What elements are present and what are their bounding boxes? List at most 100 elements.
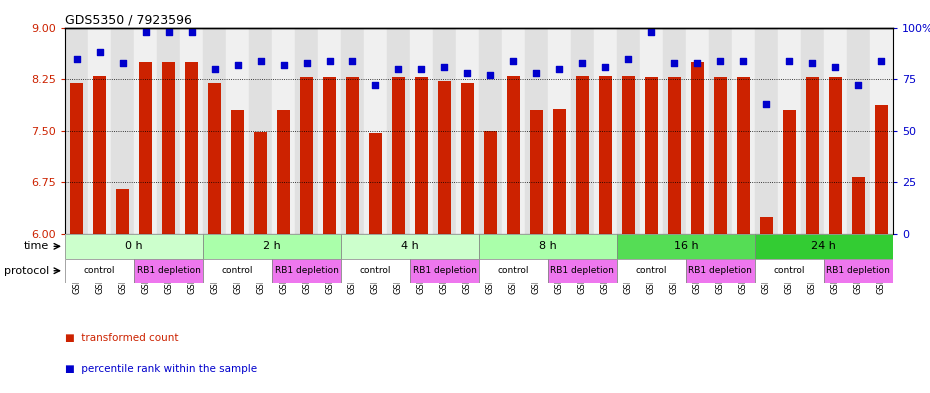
Bar (479, 28, 502, 234)
Point (437, 64, 452, 70)
Bar (300, 77, 312, 234)
Text: RB1 depletion: RB1 depletion (274, 266, 339, 275)
Bar (203, 28, 226, 234)
Bar (369, 133, 382, 234)
Bar (341, 259, 410, 283)
Point (621, 55, 636, 62)
Bar (507, 76, 520, 234)
Bar (71, 83, 83, 234)
Bar (295, 28, 318, 234)
Text: 2 h: 2 h (263, 241, 281, 252)
Bar (870, 28, 893, 234)
Bar (617, 234, 755, 259)
Bar (685, 259, 755, 283)
Point (253, 57, 268, 64)
Bar (272, 259, 341, 283)
Text: RB1 depletion: RB1 depletion (413, 266, 476, 275)
Bar (111, 28, 134, 234)
Point (92, 49, 107, 55)
Bar (732, 28, 755, 234)
Bar (203, 259, 272, 283)
Point (851, 82, 866, 88)
Bar (617, 259, 685, 283)
Bar (691, 62, 704, 234)
Bar (829, 77, 842, 234)
Text: 4 h: 4 h (401, 241, 418, 252)
Text: protocol: protocol (4, 266, 49, 276)
Bar (203, 234, 341, 259)
Bar (576, 76, 589, 234)
Point (874, 57, 889, 64)
Bar (318, 28, 341, 234)
Point (184, 29, 199, 35)
Bar (548, 28, 571, 234)
Text: RB1 depletion: RB1 depletion (827, 266, 890, 275)
Point (299, 59, 314, 66)
Text: RB1 depletion: RB1 depletion (688, 266, 752, 275)
Text: control: control (221, 266, 253, 275)
Bar (162, 62, 175, 234)
Bar (760, 217, 773, 234)
Text: ■  percentile rank within the sample: ■ percentile rank within the sample (65, 364, 258, 375)
Bar (806, 77, 818, 234)
Point (690, 59, 705, 66)
Bar (824, 28, 847, 234)
Bar (272, 28, 295, 234)
Bar (599, 76, 612, 234)
Point (575, 59, 590, 66)
Bar (737, 77, 750, 234)
Bar (783, 110, 796, 234)
Text: 8 h: 8 h (539, 241, 557, 252)
Bar (824, 259, 893, 283)
Bar (392, 77, 405, 234)
Point (598, 64, 613, 70)
Text: control: control (84, 266, 115, 275)
Point (276, 62, 291, 68)
Point (230, 62, 245, 68)
Bar (226, 28, 249, 234)
Bar (364, 28, 387, 234)
Point (207, 66, 222, 72)
Bar (479, 259, 548, 283)
Bar (594, 28, 617, 234)
Point (529, 70, 544, 76)
Text: GDS5350 / 7923596: GDS5350 / 7923596 (65, 13, 192, 26)
Bar (847, 28, 870, 234)
Text: RB1 depletion: RB1 depletion (551, 266, 615, 275)
Text: time: time (24, 241, 49, 252)
Point (460, 70, 475, 76)
Point (828, 64, 843, 70)
Bar (254, 132, 267, 234)
Bar (157, 28, 180, 234)
Point (804, 59, 819, 66)
Bar (617, 28, 640, 234)
Bar (341, 234, 479, 259)
Bar (461, 83, 473, 234)
Bar (875, 105, 887, 234)
Bar (622, 76, 634, 234)
Bar (548, 259, 617, 283)
Bar (134, 259, 203, 283)
Bar (410, 28, 433, 234)
Point (345, 57, 360, 64)
Bar (134, 28, 157, 234)
Bar (277, 110, 290, 234)
Point (736, 57, 751, 64)
Text: 0 h: 0 h (126, 241, 143, 252)
Bar (208, 83, 220, 234)
Point (782, 57, 797, 64)
Bar (714, 77, 726, 234)
Bar (185, 62, 198, 234)
Text: RB1 depletion: RB1 depletion (137, 266, 201, 275)
Bar (485, 131, 497, 234)
Point (368, 82, 383, 88)
Point (115, 59, 130, 66)
Point (759, 101, 774, 107)
Text: 16 h: 16 h (673, 241, 698, 252)
Point (391, 66, 405, 72)
Bar (180, 28, 203, 234)
Bar (530, 110, 543, 234)
Bar (65, 259, 134, 283)
Bar (410, 259, 479, 283)
Bar (668, 77, 681, 234)
